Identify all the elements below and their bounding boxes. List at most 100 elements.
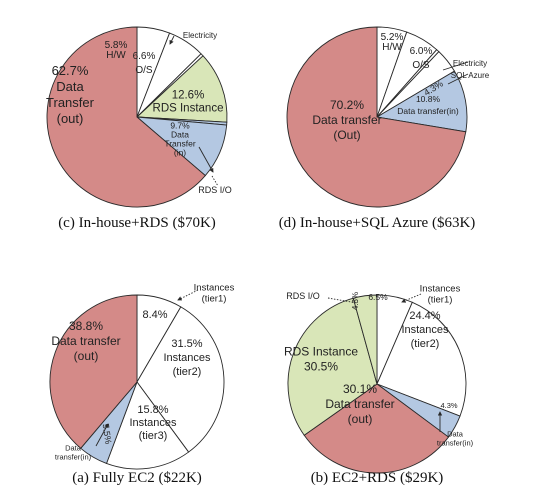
pie-slice-data-transfer-out [46,26,206,208]
pie-chart-c-in-house-rds-70k: 62.7% Data Transfer (out) 5.8% H/W 6.6% O/S Elec… [46,26,232,231]
pie-slice-rds-instance [135,55,228,123]
label-line: Data [171,130,189,140]
label-line: (Out) [333,128,360,142]
pie-slice-instances-tier3 [105,381,190,470]
pie-slice-data-transfer-out [303,383,450,474]
slice-label-d-transfer-out: 70.2% Data transfer (Out) [312,98,381,142]
label-line: 8.4% [142,309,167,321]
pie-slice-instances-tier2 [136,306,225,453]
slice-label-a-in-name: Data transfer(in) [55,443,92,461]
leader-line [198,146,214,173]
label-line: 15.8% [137,404,168,416]
leader-line [95,423,109,447]
label-line: (out) [348,412,373,426]
pie-slice-rds-instance [287,297,378,436]
chart-caption: (b) EC2+RDS ($29K) [311,470,444,486]
slice-label-b-rdsio-pct: 4.3% [351,292,360,310]
slice-label-a-tier1-name: Instances (tier1) [194,282,235,304]
label-line: O/S [412,60,430,71]
leader-line [327,297,358,304]
slice-label-a-in-pct: 5.5% [100,423,113,445]
slice-label-c-hw: 5.8% H/W [105,40,128,61]
pie-slice-data-transfer-out [286,26,467,208]
label-line: H/W [106,50,126,61]
label-line: transfer(in) [437,438,474,447]
label-line: RDS I/O [286,291,320,301]
slice-label-d-transfer-in: 10.8% Data transfer(in) [397,94,459,116]
label-line: (out) [74,349,99,363]
slice-label-c-rds-io: RDS I/O [198,185,232,195]
pie-slice-rds-i-o [352,294,378,385]
slice-label-a-transfer-out: 38.8% Data transfer (out) [51,319,120,363]
label-line: 5.5% [100,423,113,445]
label-line: 6.5% [368,292,388,302]
slice-label-d-hw: 5.2% H/W [381,32,404,53]
label-line: Instances [129,417,177,429]
leader-line [401,293,422,303]
slice-label-b-in-pct: 4.3% [440,401,457,410]
slice-label-c-transfer-in: 9.7% Data Transfer (in) [164,121,196,158]
label-line: 38.8% [69,319,103,333]
label-line: (tier3) [139,430,168,442]
label-line: Transfer [164,139,196,149]
slice-label-a-tier3: 15.8% Instances (tier3) [129,404,177,442]
label-line: Instances [420,283,461,294]
pie-chart-b-ec2-rds-29k: Instances (tier1) 6.5% 24.4% Instances (tier2… [284,283,474,486]
slice-label-c-rds-instance: 12.6% RDS Instance [153,90,224,115]
label-line: Instances [401,324,449,336]
slice-label-a-tier1-pct: 8.4% [142,309,167,321]
label-line: (tier1) [202,293,227,304]
label-line: RDS Instance [284,345,358,359]
chart-caption: (a) Fully EC2 ($22K) [72,470,202,486]
label-line: SQL Azure [451,71,490,80]
slice-label-c-os: 6.6% O/S [133,51,156,76]
label-line: Data [56,79,84,94]
label-line: 5.8% [105,40,128,51]
label-line: Data [65,443,82,452]
label-line: 30.5% [304,360,338,374]
slice-label-b-tier1-name: Instances (tier1) [420,283,461,305]
slice-label-b-tier2: 24.4% Instances (tier2) [401,310,449,350]
leader-line [447,73,469,85]
slice-label-d-sql-azure: SQL Azure [451,71,490,80]
label-line: 4.3% [440,401,457,410]
label-line: Data transfer(in) [397,106,459,116]
slice-label-b-rds-instance: RDS Instance 30.5% [284,345,358,374]
slice-label-c-electricity: Electricity [183,31,217,40]
slice-label-a-tier2: 31.5% Instances (tier2) [163,338,211,378]
label-line: Instances [194,282,235,293]
leader-line [169,35,175,45]
label-line: 4.3% [351,292,360,310]
label-line: 70.2% [330,98,364,112]
slice-label-b-in-name: Data transfer(in) [437,429,474,447]
slice-label-c-transfer-out: 62.7% Data Transfer (out) [46,63,95,126]
label-line: RDS Instance [153,103,224,115]
label-line: 24.4% [409,310,440,322]
chart-caption: (d) In-house+SQL Azure ($63K) [279,215,476,231]
pie-chart-a-fully-ec2-22k: Instances (tier1)8.4%31.5% Instances (tier2… [49,282,235,486]
label-line: Electricity [183,31,217,40]
slice-label-b-tier1-pct: 6.5% [368,292,388,302]
label-line: (in) [174,148,186,158]
label-line: (tier2) [411,338,440,350]
label-line: Data transfer [51,334,120,348]
label-line: (out) [57,111,84,126]
slice-label-d-os: 6.0% O/S [410,46,433,71]
label-line: O/S [135,65,153,76]
label-line: 6.6% [133,51,156,62]
pie-slice-data-transfer-out [49,294,138,449]
label-line: 12.6% [172,90,205,102]
label-line: 5.2% [381,32,404,43]
slice-label-d-electricity: Electricity [453,59,487,68]
slice-label-b-transfer-out: 30.1% Data transfer (out) [325,382,394,426]
label-line: Data transfer [312,113,381,127]
leader-line [177,289,199,301]
label-line: Data transfer [325,397,394,411]
label-line: transfer(in) [55,452,92,461]
label-line: H/W [382,42,402,53]
label-line: Instances [163,352,211,364]
slice-label-b-rdsio-name: RDS I/O [286,291,320,301]
label-line: 9.7% [170,121,190,131]
